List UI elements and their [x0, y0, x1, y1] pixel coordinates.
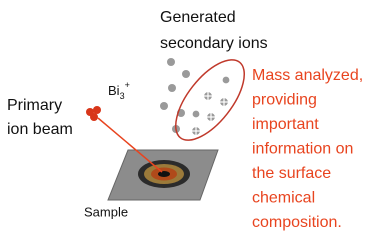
formula-base: Bi: [108, 83, 120, 98]
ions-label: secondary ions: [160, 35, 268, 52]
sample-center: [158, 171, 170, 177]
analyzed-ions: [192, 76, 231, 136]
note-line: chemical: [252, 190, 315, 207]
note-line: providing: [252, 92, 317, 109]
note-line: the surface: [252, 165, 331, 182]
diagram: Generated secondary ions Bi3+ Primary io…: [0, 0, 385, 240]
note-line: Mass analyzed,: [252, 67, 363, 84]
primary-ion-formula: Bi3+: [108, 80, 130, 101]
beam-label: Primary: [7, 97, 62, 114]
note-line: important: [252, 116, 319, 133]
ions-label: Generated: [160, 9, 236, 26]
sample-label: Sample: [84, 204, 128, 219]
beam-label: ion beam: [7, 121, 73, 138]
note-line: information on: [252, 141, 353, 158]
note-line: composition.: [252, 214, 342, 231]
formula-sup: +: [125, 80, 130, 90]
analysis-note: Mass analyzed, providing important informat…: [252, 67, 363, 231]
formula-sub: 3: [120, 91, 125, 101]
